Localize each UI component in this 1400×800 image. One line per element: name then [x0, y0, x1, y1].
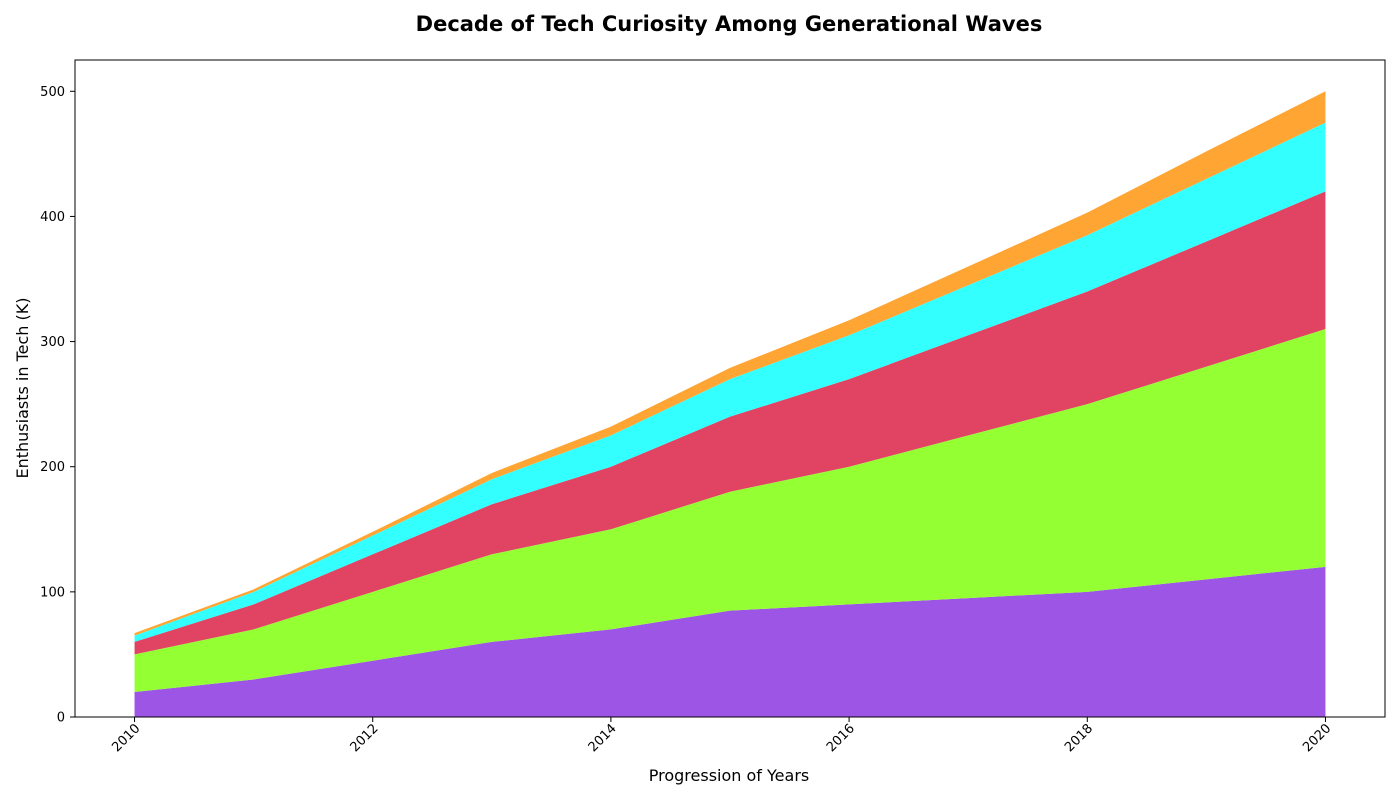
x-tick-label: 2010 [109, 721, 143, 755]
x-axis: 2010 2012 2014 2016 2018 2020 [109, 717, 1334, 755]
y-axis-label: Enthusiasts in Tech (K) [13, 298, 32, 479]
area-series-2 [134, 329, 1326, 692]
y-tick-label: 100 [40, 585, 65, 600]
x-axis-label: Progression of Years [649, 766, 809, 785]
y-axis: 0 100 200 300 400 500 [40, 85, 75, 726]
plot-frame [74, 59, 1386, 718]
x-tick-label: 2018 [1062, 721, 1096, 755]
area-layer [134, 91, 1326, 717]
x-tick-label: 2014 [586, 721, 620, 755]
chart-title: Decade of Tech Curiosity Among Generatio… [416, 12, 1043, 36]
y-tick-label: 300 [40, 335, 65, 350]
y-tick-label: 400 [40, 210, 65, 225]
area-series-3 [134, 191, 1326, 655]
y-tick-label: 500 [40, 85, 65, 100]
x-tick-label: 2012 [348, 721, 382, 755]
y-tick-label: 200 [40, 460, 65, 475]
x-tick-label: 2020 [1300, 721, 1334, 755]
area-series-4 [134, 122, 1326, 642]
x-tick-label: 2016 [824, 721, 858, 755]
area-series-1 [134, 566, 1326, 717]
y-tick-label: 0 [57, 711, 65, 726]
